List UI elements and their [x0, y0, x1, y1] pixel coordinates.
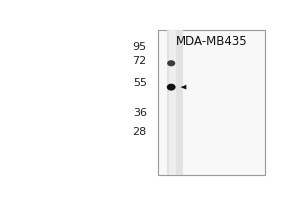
FancyBboxPatch shape: [167, 30, 183, 175]
FancyBboxPatch shape: [158, 30, 266, 175]
Text: 36: 36: [133, 108, 147, 118]
Text: 55: 55: [133, 78, 147, 88]
Text: 72: 72: [133, 56, 147, 66]
Polygon shape: [181, 85, 186, 90]
Text: 95: 95: [133, 42, 147, 52]
Text: MDA-MB435: MDA-MB435: [176, 35, 248, 48]
Ellipse shape: [167, 60, 175, 66]
FancyBboxPatch shape: [169, 30, 176, 175]
Ellipse shape: [167, 84, 176, 91]
Text: 28: 28: [133, 127, 147, 137]
